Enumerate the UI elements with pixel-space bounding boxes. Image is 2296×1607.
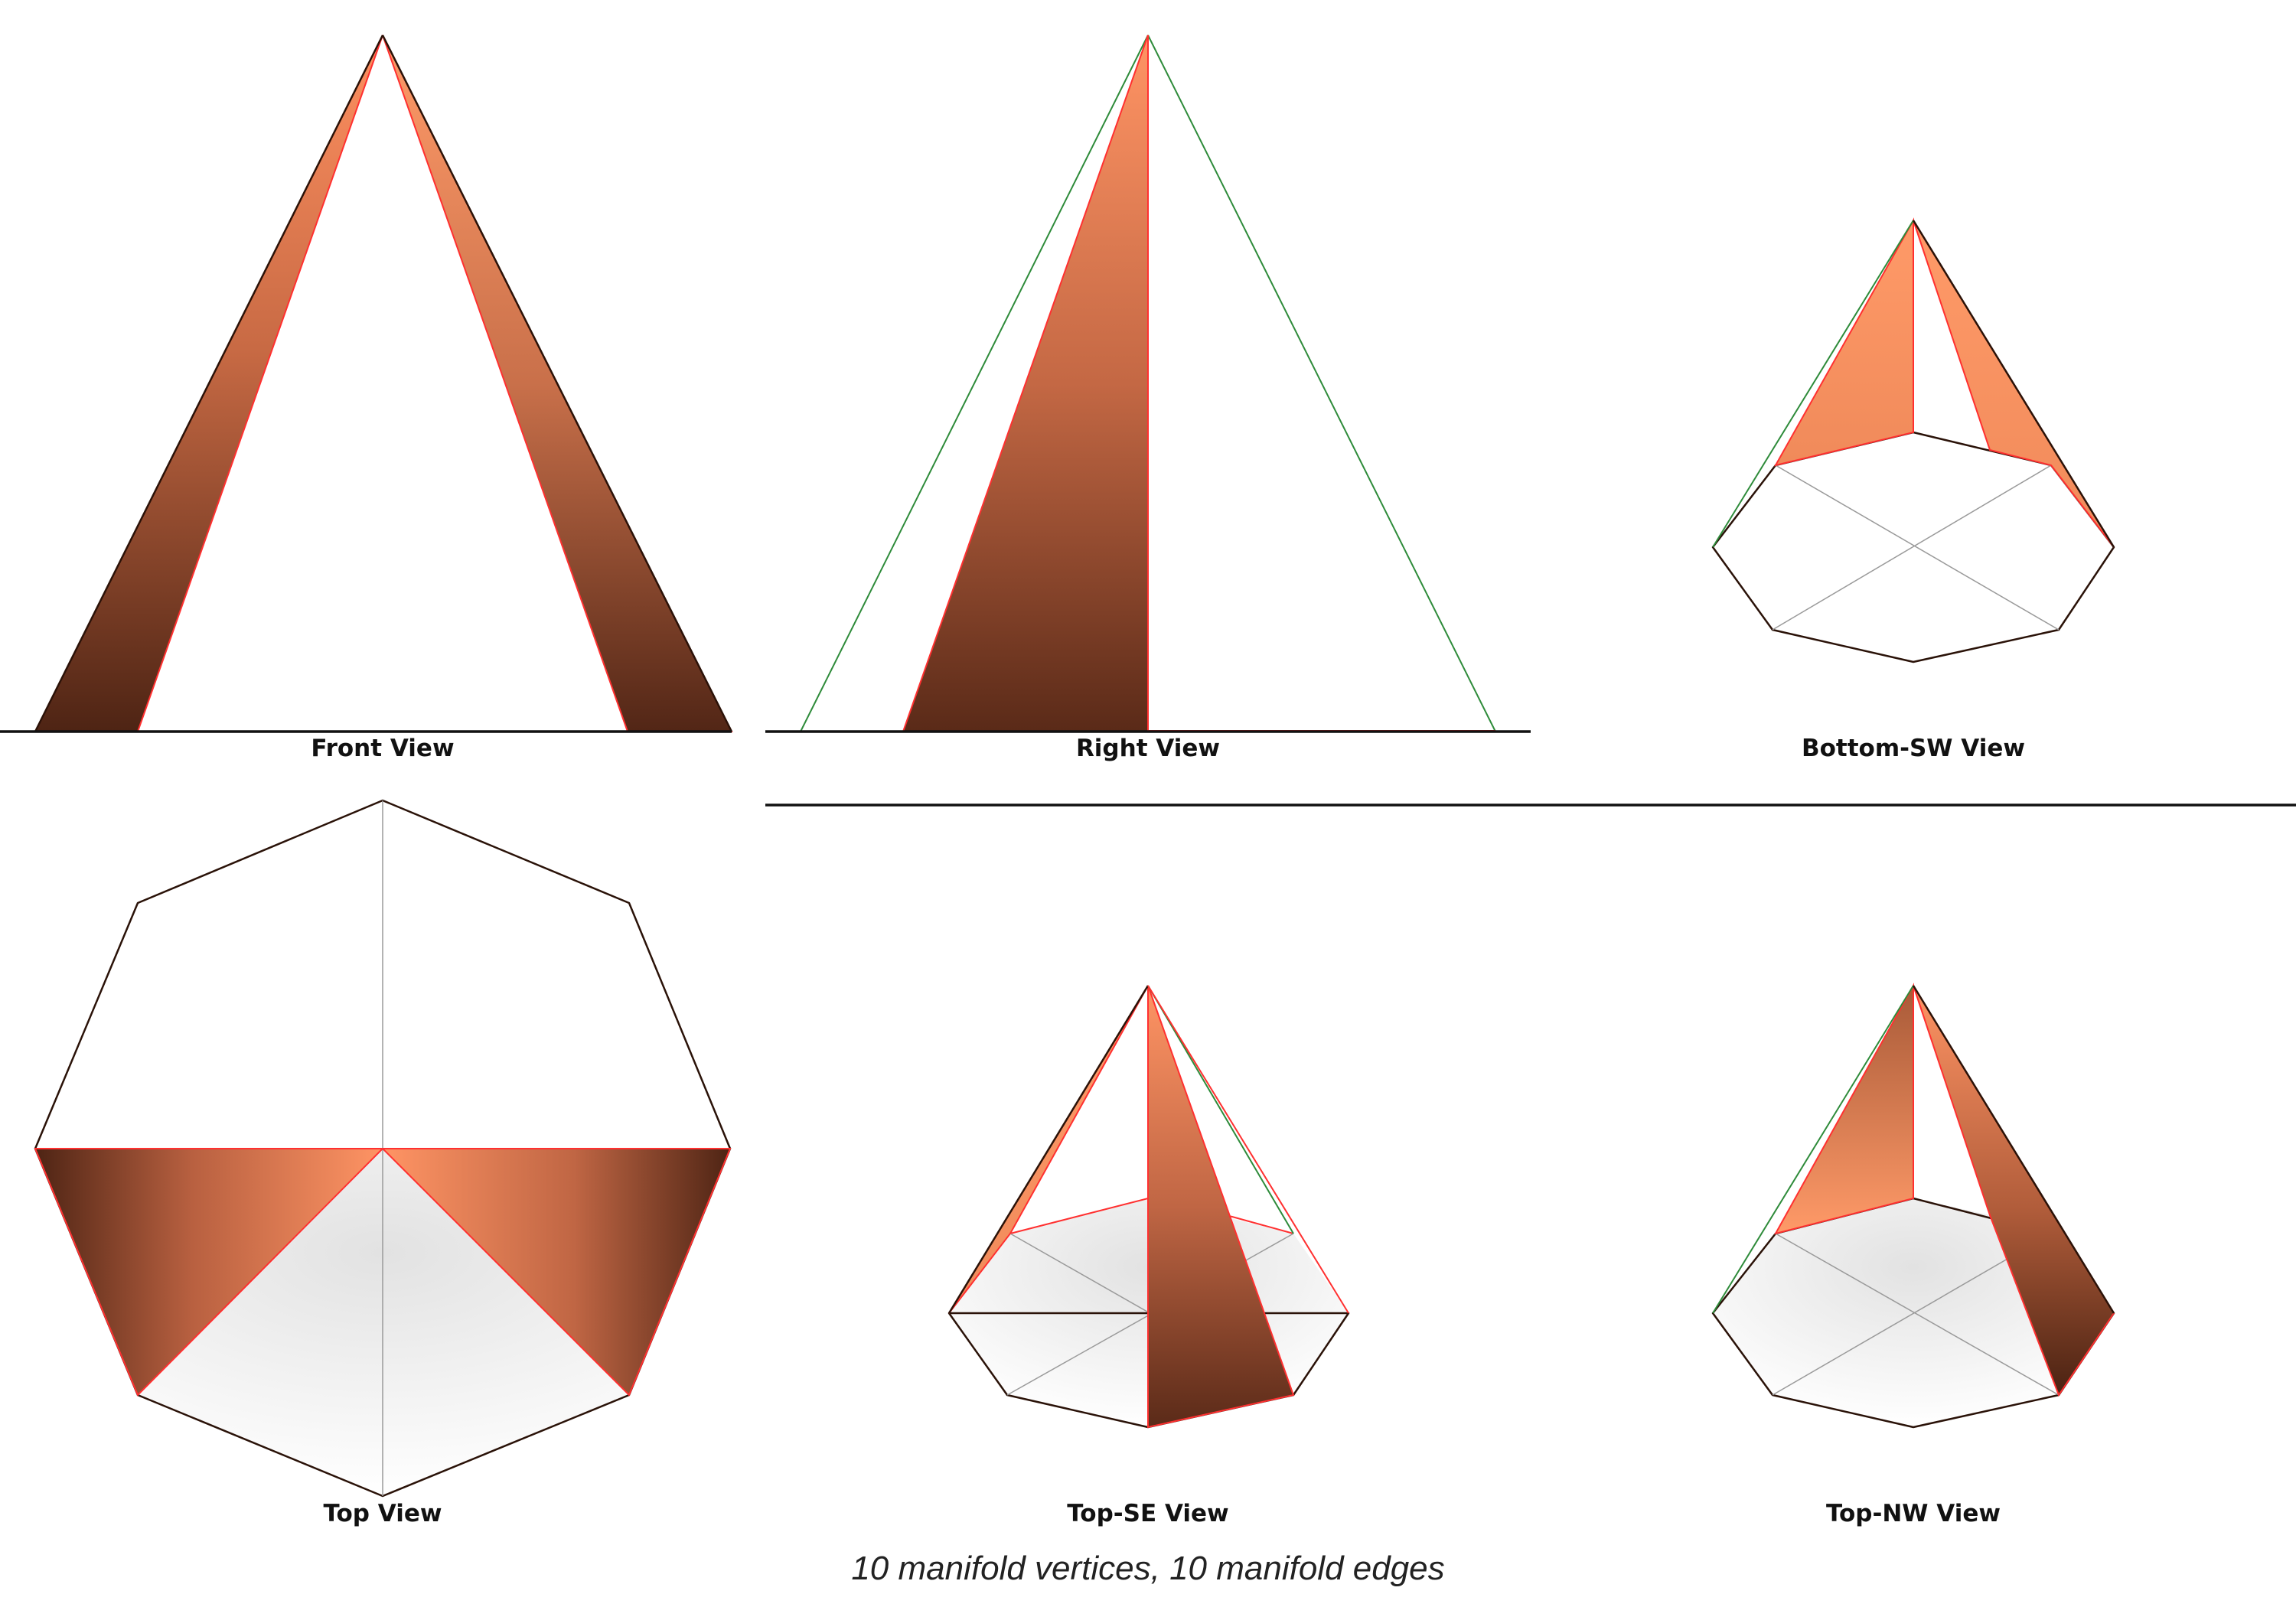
top-se-view-label: Top-SE View [1067, 1500, 1228, 1527]
top-nw-view: Top-NW View [1711, 983, 2115, 1527]
right-view-label: Right View [1076, 735, 1220, 762]
top-se-green-edge [1147, 985, 1294, 1234]
bottom-sw-green-edge [1712, 220, 1914, 548]
top-view: Top View [34, 799, 732, 1527]
top-nw-green-edge [1712, 985, 1914, 1314]
top-se-apex-left [947, 985, 1150, 1314]
bottom-sw-apex-edge [1912, 220, 2115, 548]
manifold-caption: 10 manifold vertices, 10 manifold edges [851, 1550, 1444, 1587]
bottom-sw-diagonal-2 [1772, 464, 2052, 631]
top-se-apex-right [1147, 985, 1349, 1314]
front-outline-right [381, 34, 733, 732]
bottom-sw-view-label: Bottom-SW View [1802, 735, 2025, 762]
right-front-face [902, 34, 1149, 732]
top-view-label: Top View [323, 1500, 442, 1527]
top-nw-view-label: Top-NW View [1826, 1500, 2001, 1527]
bottom-sw-face-left [1774, 217, 1914, 467]
right-green-edge-left [800, 34, 1149, 732]
top-se-face-front [1147, 985, 1295, 1429]
top-se-view: Top-SE View [947, 985, 1350, 1527]
top-nw-face-back [1773, 983, 1914, 1235]
front-view: Front View [0, 34, 733, 762]
front-view-label: Front View [311, 735, 454, 762]
right-view: Right View [765, 34, 1531, 762]
top-nw-diagonal-1 [1775, 1233, 2060, 1396]
top-nw-diagonal-2 [1772, 1233, 2052, 1396]
front-outline-left [34, 34, 384, 732]
bottom-sw-diagonal-1 [1775, 464, 2060, 631]
right-green-edge-right [1147, 34, 1496, 732]
bottom-sw-view: Bottom-SW View [1711, 217, 2115, 762]
top-nw-apex-edge [1912, 985, 2115, 1314]
